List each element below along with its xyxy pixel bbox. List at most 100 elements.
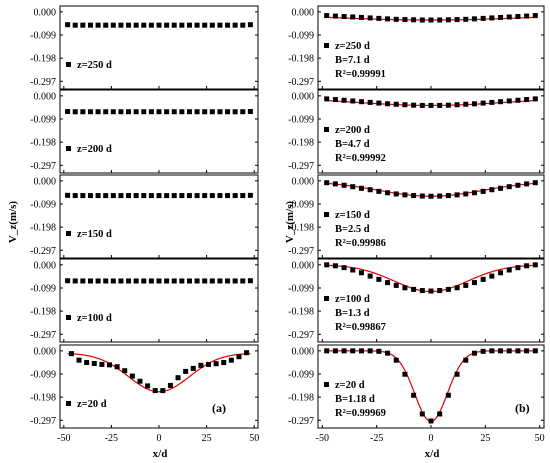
legend-label: z=100 d — [335, 294, 370, 305]
data-point — [489, 15, 495, 21]
y-tick-label: 0.000 — [292, 91, 315, 102]
y-tick-label: 0.000 — [34, 260, 57, 271]
y-tick-label: -0.297 — [30, 246, 56, 257]
data-point — [95, 278, 101, 284]
data-point — [186, 109, 192, 115]
annotation-label: B=1.18 d — [335, 394, 375, 405]
data-point — [393, 191, 399, 197]
data-point — [209, 109, 215, 115]
y-tick-label: -0.099 — [288, 283, 314, 294]
data-point — [240, 109, 246, 115]
y-tick-label: 0.000 — [34, 7, 57, 18]
data-point — [402, 285, 408, 291]
data-point — [515, 348, 521, 354]
legend-marker — [66, 62, 71, 67]
data-point — [385, 280, 391, 286]
data-point — [350, 348, 356, 354]
data-point — [463, 357, 469, 363]
data-point — [122, 368, 128, 374]
data-point — [532, 96, 538, 102]
data-point — [454, 285, 460, 291]
legend-label: z=150 d — [335, 210, 370, 221]
data-point — [160, 388, 166, 394]
data-point — [367, 99, 373, 105]
data-point — [156, 22, 162, 28]
data-point — [95, 22, 101, 28]
y-tick-label: -0.099 — [288, 114, 314, 125]
annotation-label: B=4.7 d — [335, 139, 370, 150]
data-point — [133, 22, 139, 28]
data-point — [209, 278, 215, 284]
data-point — [118, 278, 124, 284]
data-point — [213, 361, 219, 367]
data-point — [437, 411, 443, 417]
data-point — [428, 17, 434, 23]
data-point — [194, 278, 200, 284]
legend-marker — [324, 382, 329, 387]
data-point — [350, 98, 356, 104]
y-tick-label: -0.198 — [30, 393, 56, 404]
data-point — [385, 16, 391, 22]
data-point — [194, 193, 200, 199]
data-point — [358, 14, 364, 20]
y-tick-label: -0.297 — [288, 416, 314, 427]
y-tick-label: 0.000 — [292, 346, 315, 357]
fit-curve — [326, 264, 536, 293]
y-tick-label: -0.198 — [288, 138, 314, 149]
annotation-label: R²=0.99969 — [335, 408, 386, 419]
legend-label: z=200 d — [77, 144, 112, 155]
data-point — [428, 193, 434, 199]
data-point — [80, 278, 86, 284]
data-point — [65, 109, 71, 115]
panel-tag-b: (b) — [515, 401, 530, 415]
data-point — [225, 109, 231, 115]
data-point — [428, 418, 434, 424]
data-point — [350, 267, 356, 273]
data-point — [221, 360, 227, 366]
x-tick-label: 0 — [157, 433, 162, 444]
annotation-label: B=2.5 d — [335, 224, 370, 235]
data-point — [103, 22, 109, 28]
data-point — [463, 101, 469, 107]
data-point — [80, 193, 86, 199]
data-point — [506, 184, 512, 190]
data-point — [107, 362, 112, 368]
data-point — [324, 96, 330, 102]
data-point — [65, 192, 71, 198]
data-point — [524, 263, 530, 269]
data-point — [110, 22, 116, 28]
data-point — [376, 100, 382, 106]
data-point — [118, 193, 124, 199]
data-point — [126, 193, 132, 199]
data-point — [515, 265, 521, 271]
legend-label: z=250 d — [77, 60, 112, 71]
data-point — [506, 14, 512, 20]
data-point — [103, 193, 109, 199]
data-point — [480, 15, 486, 21]
data-point — [186, 193, 192, 199]
data-point — [65, 22, 71, 28]
data-point — [103, 278, 109, 284]
data-point — [171, 278, 177, 284]
data-point — [225, 193, 231, 199]
y-tick-label: -0.099 — [30, 283, 56, 294]
data-point — [506, 98, 512, 104]
panel-b-3: 0.000 -0.099 -0.198 -0.297 z=100 d B=1.3 d R²=… — [288, 258, 545, 343]
data-point — [324, 180, 330, 186]
data-point — [167, 382, 173, 388]
data-point — [411, 286, 417, 292]
data-point — [498, 270, 504, 276]
data-point — [225, 278, 231, 284]
data-point — [402, 192, 408, 198]
data-point — [480, 348, 486, 354]
data-point — [498, 185, 504, 191]
legend-marker — [324, 212, 329, 217]
y-tick-label: -0.297 — [30, 77, 56, 88]
data-point — [341, 265, 347, 271]
data-point — [524, 13, 530, 19]
legend-label: z=250 d — [335, 41, 370, 52]
data-point — [532, 13, 538, 19]
data-point — [87, 278, 93, 284]
data-point — [471, 280, 477, 286]
data-point — [437, 288, 443, 294]
